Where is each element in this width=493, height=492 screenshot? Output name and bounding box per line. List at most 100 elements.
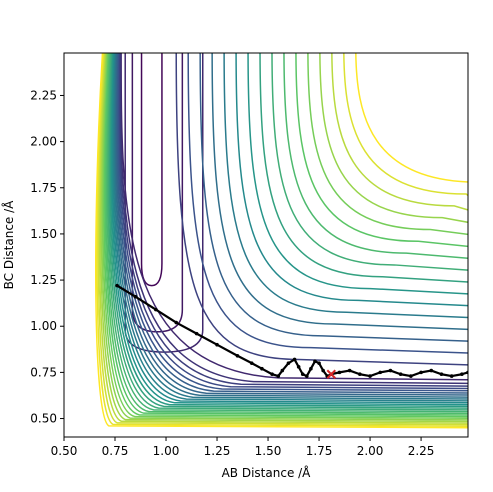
y-tick-label: 1.00 [30,319,57,333]
trajectory-point [419,370,423,375]
x-tick-label: 2.25 [408,444,435,458]
y-axis-ticks: 0.50 0.75 1.00 1.25 1.50 1.75 2.00 2.25 [30,88,64,426]
trajectory-point [133,294,138,299]
contour-line [116,53,468,394]
contour-line [175,53,468,366]
trajectory-point [154,307,158,312]
contour-line [111,53,468,404]
contour-line [187,53,468,354]
valley-contour [140,53,163,287]
contour-line [247,53,468,295]
trajectory-point [292,357,297,362]
y-tick-label: 0.75 [30,365,57,379]
contour-line [295,53,468,248]
contour-line [96,53,468,427]
trajectory-point [235,353,240,358]
x-tick-label: 1.00 [153,444,180,458]
contour-line [103,53,468,418]
trajectory-point [429,368,434,373]
trajectory-point [378,370,383,375]
x-tick-label: 0.50 [51,444,78,458]
contour-line [307,53,468,236]
trajectory-point [296,365,301,369]
contour-line [106,53,468,413]
trajectory-point [317,361,321,365]
trajectory-point [115,283,119,288]
contour-line [108,53,468,409]
trajectory-point [347,368,352,373]
x-axis-label: AB Distance /Å [222,465,312,480]
contour-line [117,53,468,390]
trajectory-point [409,374,413,378]
contour-line [98,53,468,424]
contour-line [117,53,468,392]
contour-line [99,53,468,423]
y-tick-label: 2.25 [30,88,57,102]
trajectory-point [439,372,444,377]
x-tick-label: 1.50 [255,444,282,458]
contour-line [331,53,468,211]
contour-line [107,53,468,411]
trajectory-point [337,370,342,375]
trajectory-point [276,374,281,378]
contour-line [101,53,468,421]
contour-line [110,53,468,406]
contour-line [102,53,468,420]
contour-line [211,53,468,331]
y-tick-label: 2.00 [30,135,57,149]
x-tick-label: 1.75 [306,444,333,458]
trajectory-point [300,372,305,377]
trajectory-point [368,374,372,378]
contour-line [271,53,468,271]
trajectory-point [305,374,309,378]
x-tick-label: 1.25 [204,444,231,458]
trajectory-point [194,331,199,336]
trajectory-point [174,320,179,325]
contour-line [259,53,468,283]
y-tick-label: 1.25 [30,273,57,287]
y-tick-label: 1.50 [30,227,57,241]
trajectory-point [358,372,362,377]
contour-line [223,53,468,319]
x-tick-label: 0.75 [102,444,129,458]
contour-line [235,53,468,307]
contour-line [105,53,468,415]
trajectory-point [313,359,317,364]
trajectory-point [460,372,464,377]
contour-line [97,53,468,426]
trajectory-point [309,366,313,371]
y-tick-label: 1.75 [30,181,57,195]
trajectory-point [286,361,291,365]
contour-line [199,53,468,342]
trajectory-point [249,361,254,365]
contour-line [112,53,468,402]
contour-line [119,53,468,385]
contour-line [343,53,468,197]
contour-line [95,53,468,429]
valley-contour [131,53,184,333]
trajectory-point [388,368,393,373]
contour-line [109,53,468,408]
trajectory-point [398,372,403,377]
contour-line [283,53,468,259]
contour-line [355,53,468,183]
x-axis-ticks: 0.50 0.75 1.00 1.25 1.50 1.75 2.00 2.25 [51,437,435,458]
y-axis-label: BC Distance /Å [1,200,16,290]
y-tick-label: 0.50 [30,412,57,426]
contour-line [120,53,468,381]
contour-line [118,53,468,387]
end-marker [326,369,337,379]
trajectory-path [115,283,468,379]
plot-frame [63,52,469,438]
contour-line [115,53,468,396]
trajectory-point [280,368,285,373]
trajectory-point [270,372,274,377]
contour-line [319,53,468,224]
contour-line [104,53,468,416]
trajectory-point [449,374,454,378]
contour-line [113,53,468,400]
trajectory-point [321,368,325,373]
x-tick-label: 2.00 [357,444,384,458]
trajectory-point [260,366,264,371]
